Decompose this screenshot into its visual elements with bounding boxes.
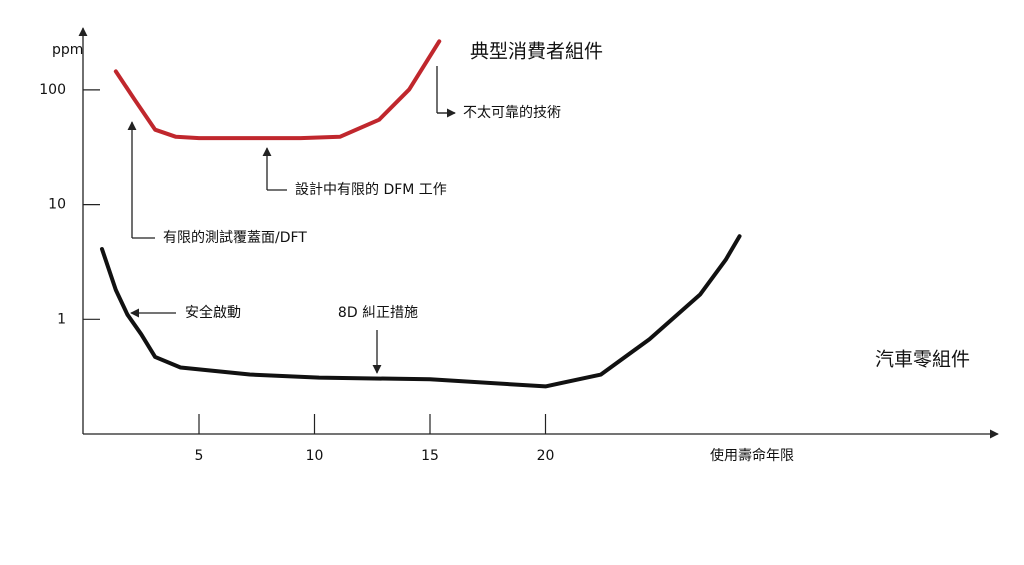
y-tick-label: 10 bbox=[48, 197, 66, 213]
x-tick-label: 10 bbox=[306, 448, 324, 464]
line bbox=[113, 39, 442, 141]
annotation: 設計中有限的 DFM 工作 bbox=[295, 182, 447, 198]
series-label: 典型消費者組件 bbox=[470, 41, 603, 63]
x-tick-label: 15 bbox=[421, 448, 439, 464]
x-axis-label: 使用壽命年限 bbox=[710, 447, 794, 464]
series-label: 汽車零組件 bbox=[875, 349, 970, 371]
y-axis-label: ppm bbox=[52, 42, 83, 58]
y-tick-label: 1 bbox=[57, 311, 66, 327]
annotation: 有限的測試覆蓋面/DFT bbox=[163, 230, 307, 246]
arrow bbox=[436, 66, 455, 113]
line bbox=[99, 234, 742, 389]
x-tick-label: 20 bbox=[537, 448, 555, 464]
annotation: 8D 糾正措施 bbox=[338, 305, 418, 321]
annotation: 不太可靠的技術 bbox=[463, 105, 561, 121]
x-tick-label: 5 bbox=[195, 448, 204, 464]
y-tick-label: 100 bbox=[39, 82, 66, 98]
annotation: 安全啟動 bbox=[185, 304, 241, 321]
